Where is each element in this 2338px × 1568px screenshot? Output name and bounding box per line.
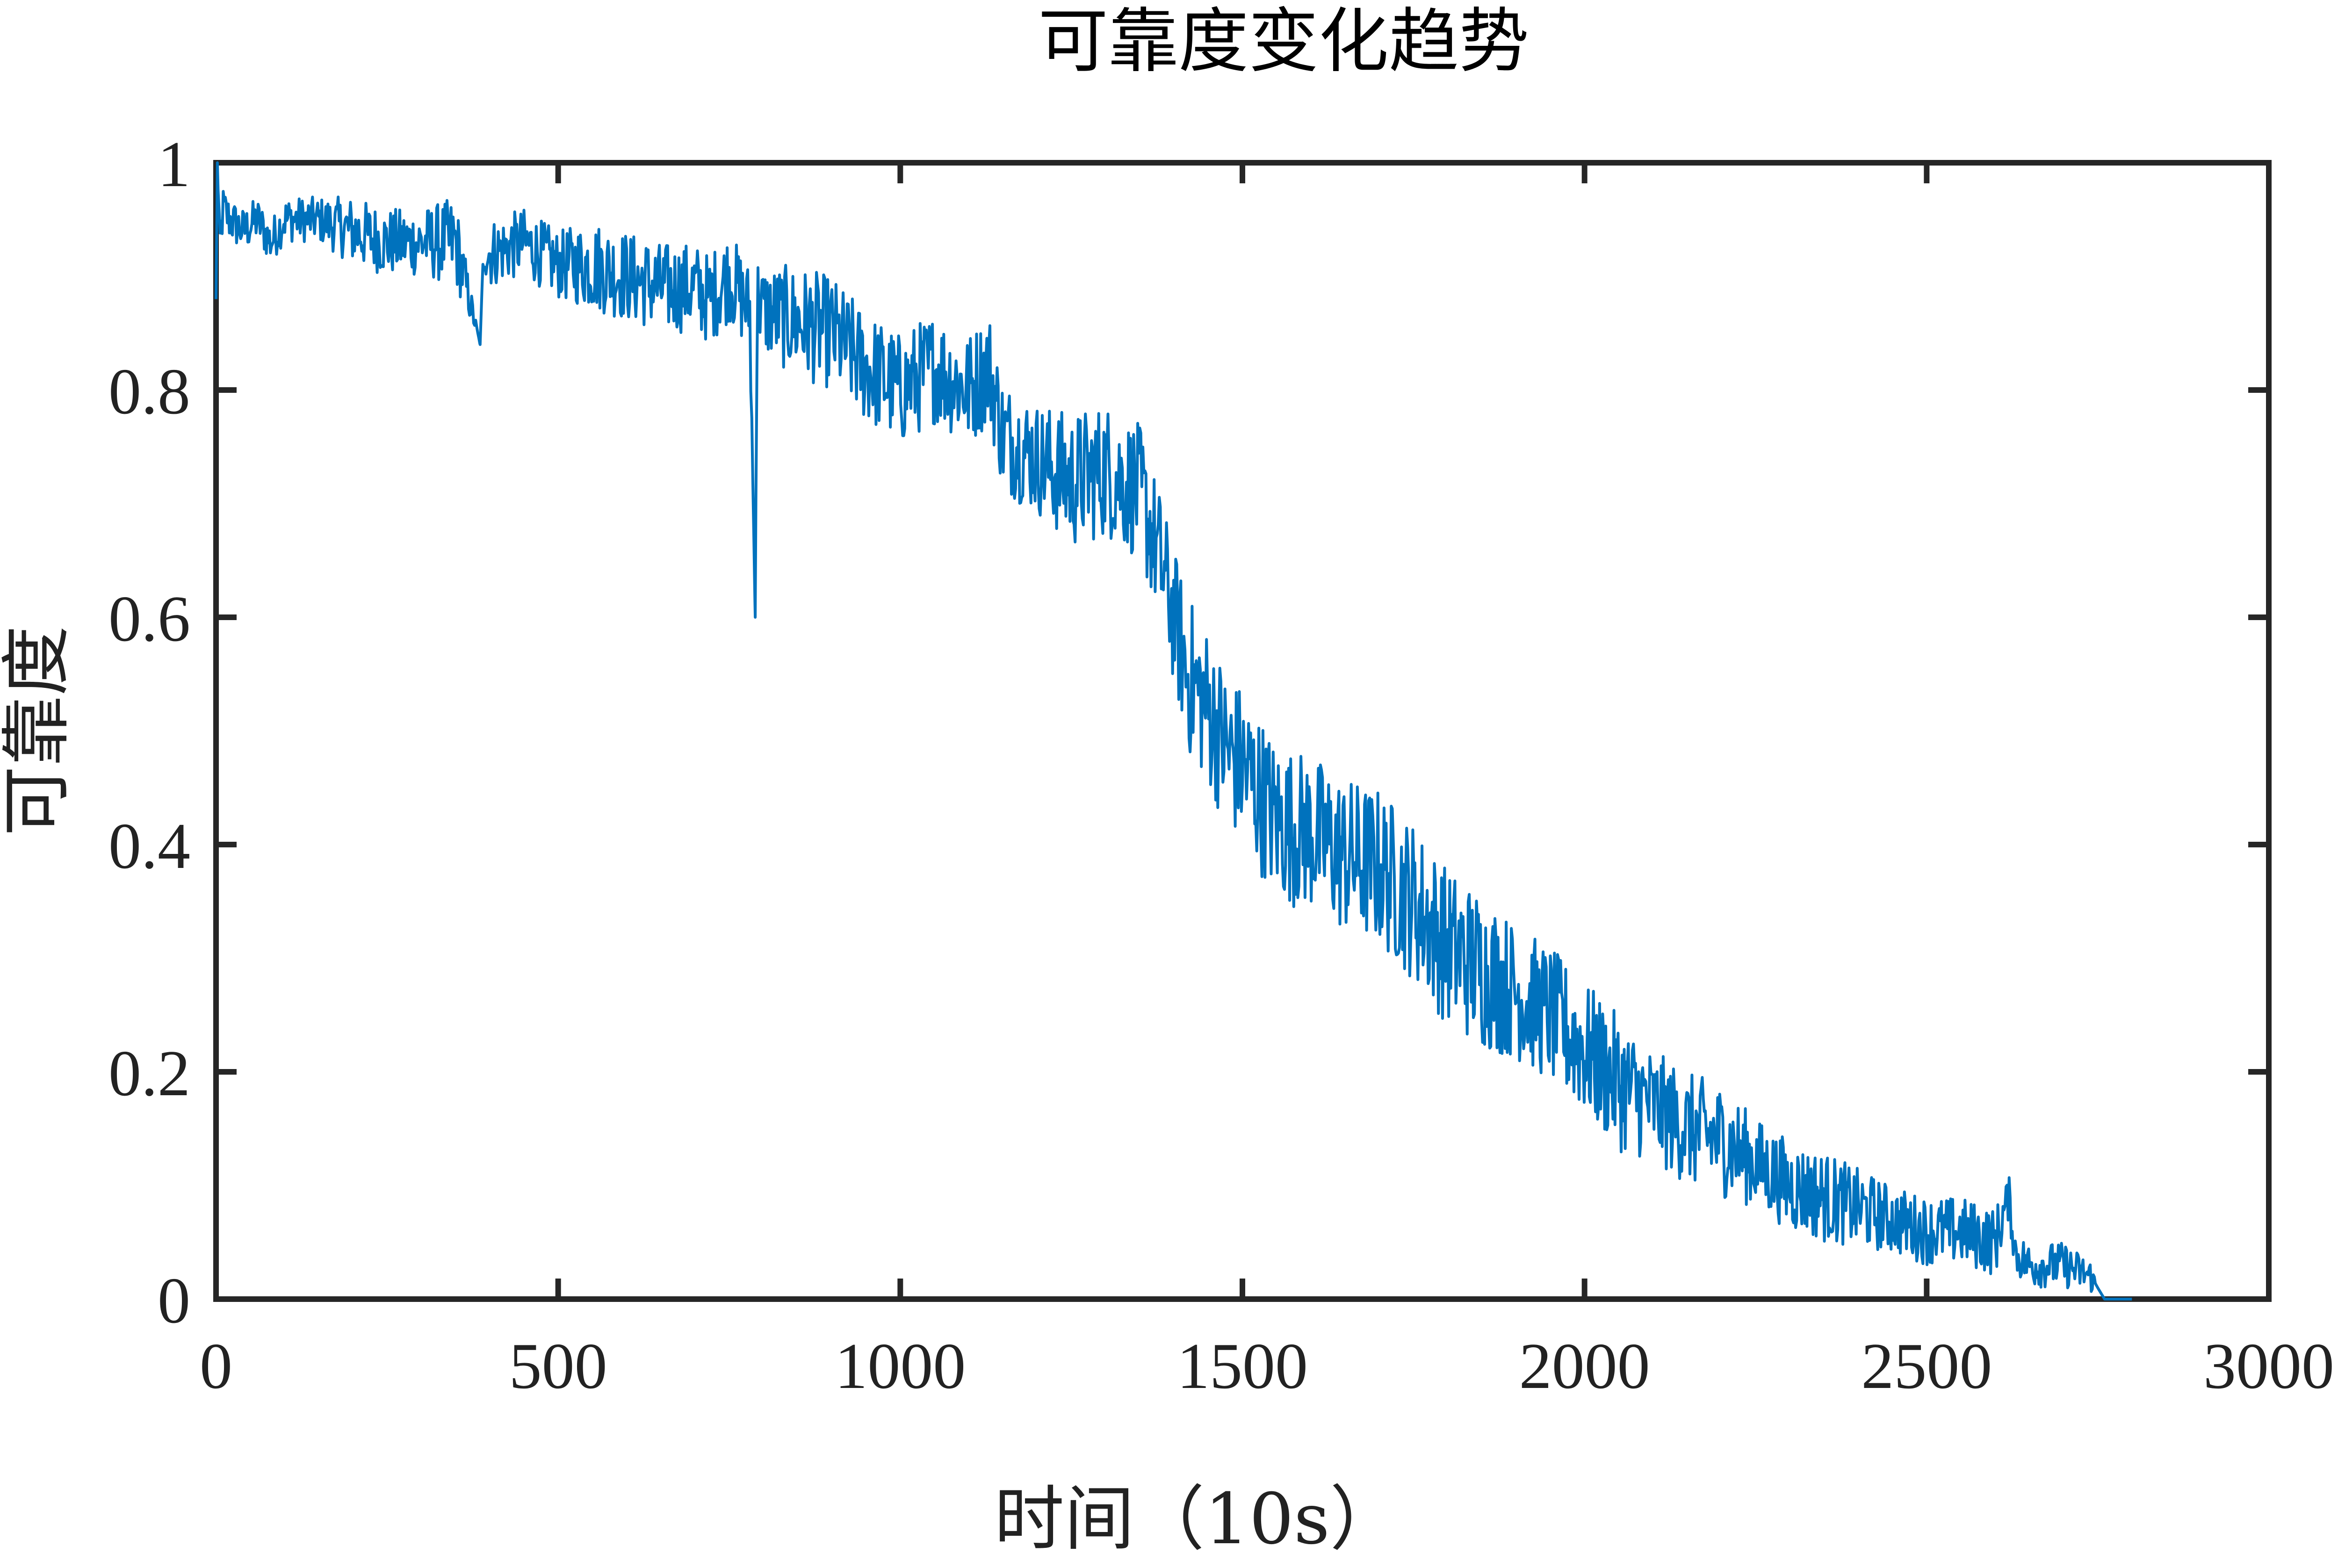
y-tick-labels: 0 0.2 0.4 0.6 0.8 1 <box>108 128 190 1337</box>
y-tick-label: 0.2 <box>108 1037 190 1110</box>
y-tick-label: 0 <box>158 1265 190 1337</box>
x-tick-label: 1500 <box>1177 1330 1308 1402</box>
x-axis-label: 时间（10s） <box>994 1479 1400 1560</box>
x-tick-label: 500 <box>509 1330 607 1402</box>
axis-ticks <box>213 160 2272 1302</box>
x-tick-label: 0 <box>200 1330 232 1402</box>
plot-area: 0 500 1000 1500 2000 2500 3000 0 0.2 0.4 0.6 0.8 1 <box>108 128 2334 1402</box>
x-tick-labels: 0 500 1000 1500 2000 2500 3000 <box>200 1330 2334 1402</box>
series-line <box>215 161 2133 1301</box>
y-axis-label: 可靠度 <box>0 626 78 836</box>
y-tick-label: 0.8 <box>108 355 190 428</box>
x-tick-label: 3000 <box>2203 1330 2334 1402</box>
chart-title: 可靠度变化趋势 <box>1038 1 1529 82</box>
x-tick-label: 2500 <box>1861 1330 1992 1402</box>
y-tick-label: 0.4 <box>108 810 190 882</box>
x-tick-label: 2000 <box>1519 1330 1650 1402</box>
x-tick-label: 1000 <box>835 1330 966 1402</box>
y-tick-label: 0.6 <box>108 583 190 655</box>
y-tick-label: 1 <box>158 128 190 201</box>
